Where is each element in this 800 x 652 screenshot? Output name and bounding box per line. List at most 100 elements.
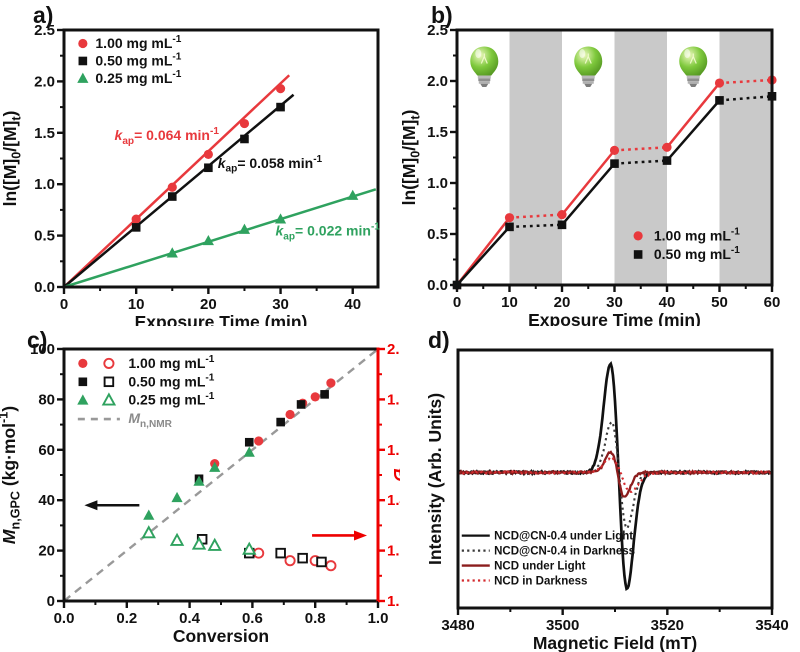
svg-text:2.0: 2.0 <box>34 73 55 90</box>
legend-label: NCD@CN-0.4 under Light <box>494 531 633 543</box>
svg-text:0.0: 0.0 <box>34 279 55 296</box>
marker-square <box>167 192 177 201</box>
light-bulb-icon <box>574 46 603 88</box>
marker-square <box>240 134 249 144</box>
svg-text:0.4: 0.4 <box>179 610 201 627</box>
marker-square <box>297 552 308 564</box>
svg-text:1.8: 1.8 <box>387 391 400 408</box>
svg-text:3480: 3480 <box>441 617 474 634</box>
marker-triangle <box>77 394 89 405</box>
svg-text:1.4: 1.4 <box>387 492 400 509</box>
kinetics-chart: 0 10 20 30 40 0.0 0.5 1.0 1.5 2.0 2.5 Exposure Time… <box>0 22 380 332</box>
x-axis-label: Exposure Time (min) <box>528 310 701 326</box>
marker-triangle <box>207 537 222 551</box>
marker-square <box>316 556 327 568</box>
marker-square <box>103 376 115 388</box>
marker-triangle <box>143 509 155 520</box>
svg-text:20: 20 <box>554 294 571 311</box>
darkness-band <box>719 30 772 285</box>
marker-square <box>610 159 619 168</box>
light-switch-chart: 0 10 20 30 40 50 60 0.0 0.5 1.0 1.5 2.0 2.5 Exposure … <box>399 22 781 330</box>
svg-text:10: 10 <box>501 294 518 311</box>
svg-text:0.0: 0.0 <box>427 277 448 294</box>
svg-text:30: 30 <box>606 294 623 311</box>
light-bulb-icon <box>679 46 708 88</box>
legend-label: 0.50 mg mL-1 <box>95 52 181 69</box>
svg-text:40: 40 <box>344 296 361 313</box>
marker-triangle <box>202 234 214 246</box>
epr-curve <box>457 420 773 530</box>
marker-triangle <box>77 72 89 83</box>
darkness-band <box>509 30 562 285</box>
svg-text:2.5: 2.5 <box>427 22 448 39</box>
marker-square <box>78 377 88 387</box>
svg-text:0: 0 <box>60 296 68 313</box>
series <box>63 74 291 288</box>
svg-text:1.2: 1.2 <box>387 543 400 560</box>
svg-text:0.5: 0.5 <box>427 226 448 243</box>
marker-circle <box>131 214 141 224</box>
series <box>63 188 377 289</box>
marker-circle <box>326 378 336 388</box>
y2-axis-label: Đ <box>390 469 400 482</box>
marker-circle <box>310 392 320 402</box>
marker-triangle <box>191 536 207 550</box>
reference-line <box>63 348 379 602</box>
legend-label: 0.50 mg mL-1 <box>654 245 740 262</box>
svg-text:2.0: 2.0 <box>427 73 448 90</box>
svg-text:60: 60 <box>764 294 781 311</box>
svg-text:0.0: 0.0 <box>54 610 75 627</box>
marker-circle <box>78 358 88 368</box>
legend: 1.00 mg mL-1 0.50 mg mL-1 <box>633 226 740 262</box>
marker-triangle <box>243 446 255 457</box>
marker-triangle <box>274 213 287 224</box>
svg-text:20: 20 <box>200 296 217 313</box>
svg-text:60: 60 <box>38 442 55 459</box>
legend-label: NCD@CN-0.4 in Darkness <box>494 546 635 558</box>
svg-text:30: 30 <box>272 296 289 313</box>
panel-b-label: b) <box>431 2 453 28</box>
marker-square <box>296 400 306 409</box>
x-axis-label: Exposure Time (min) <box>135 312 308 326</box>
marker-circle <box>239 118 250 129</box>
panel-a-label: a) <box>33 2 54 28</box>
series <box>196 534 327 568</box>
svg-text:3540: 3540 <box>755 617 788 634</box>
series <box>143 446 255 520</box>
panel-a: 0 10 20 30 40 0.0 0.5 1.0 1.5 2.0 2.5 Exposure Time… <box>0 0 400 332</box>
legend-label: 1.00 mg mL-1 <box>654 226 740 243</box>
molecular-weight-chart: 0.0 0.2 0.4 0.6 0.8 1.0 0 20 40 60 80 100 1.0 1.2 1.4 1… <box>0 341 410 646</box>
marker-circle <box>662 142 672 152</box>
svg-text:1.0: 1.0 <box>427 175 448 192</box>
svg-text:50: 50 <box>711 294 728 311</box>
panel-d-label: d) <box>428 327 450 353</box>
marker-triangle <box>166 247 178 258</box>
svg-text:0.5: 0.5 <box>34 228 55 245</box>
svg-text:1.0: 1.0 <box>368 610 389 627</box>
svg-text:1.0: 1.0 <box>387 593 400 610</box>
y-axis-label: ln([M]0/[M]t) <box>400 110 423 206</box>
marker-square <box>557 220 567 230</box>
series <box>452 92 777 290</box>
legend: 1.00 mg mL-10.50 mg mL-10.25 mg mL-1 <box>77 34 182 86</box>
marker-square <box>662 156 672 165</box>
series <box>210 378 336 469</box>
marker-circle <box>557 210 567 220</box>
legend: NCD@CN-0.4 under Light NCD@CN-0.4 in Dark… <box>461 531 635 588</box>
marker-circle <box>285 409 295 420</box>
svg-text:3520: 3520 <box>651 617 684 634</box>
panel-d: 3480 3500 3520 3540 Magnetic Field (mT) Inten… <box>400 326 800 652</box>
series <box>63 93 295 288</box>
marker-circle <box>203 149 213 159</box>
panel-c: 0.0 0.2 0.4 0.6 0.8 1.0 0 20 40 60 80 100 1.0 1.2 1.4 1… <box>0 326 410 652</box>
epr-spectra-chart: 3480 3500 3520 3540 Magnetic Field (mT) Inten… <box>425 348 789 652</box>
marker-triangle <box>209 461 221 472</box>
marker-circle <box>284 555 296 567</box>
svg-text:20: 20 <box>38 543 55 560</box>
marker-circle <box>504 213 515 223</box>
marker-square <box>633 250 643 259</box>
marker-triangle <box>101 392 117 406</box>
axis-ticks: 3480 3500 3520 3540 <box>441 608 789 634</box>
y-axis-label: ln([M]0/[M]t) <box>0 111 24 207</box>
svg-text:2.5: 2.5 <box>34 22 55 39</box>
